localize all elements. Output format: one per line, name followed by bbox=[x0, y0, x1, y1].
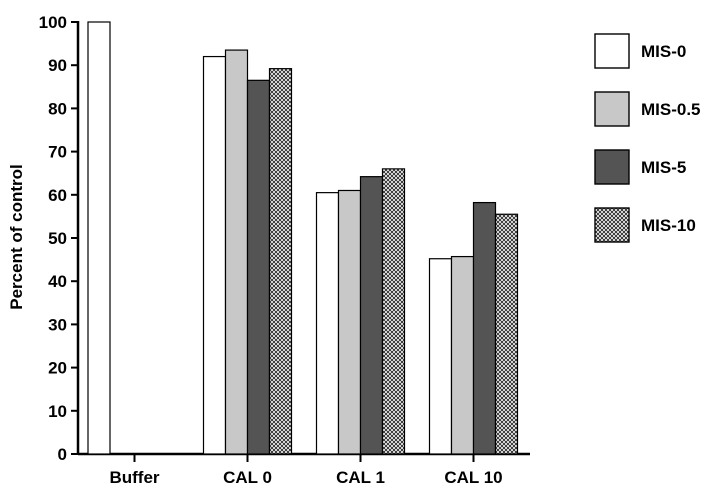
legend: MIS-0 MIS-0.5 MIS-5 MIS-10 bbox=[594, 33, 701, 243]
y-axis: 0 10 20 30 40 50 60 70 80 90 100 bbox=[39, 13, 80, 464]
bar-mis-10-cal-0 bbox=[268, 68, 293, 455]
bar-mis-10-cal-10 bbox=[494, 213, 519, 455]
x-tick-label: CAL 0 bbox=[223, 468, 272, 487]
x-axis: Buffer CAL 0 CAL 1 CAL 10 bbox=[78, 452, 530, 487]
bar-mis-0-buffer bbox=[87, 21, 111, 455]
y-tick-label: 40 bbox=[48, 272, 67, 291]
bar-mis-5-cal-0 bbox=[246, 79, 271, 455]
y-axis-title: Percent of control bbox=[7, 164, 26, 309]
bar-mis-10-cal-1 bbox=[381, 168, 406, 455]
bar-mis-0-cal-1 bbox=[315, 192, 340, 455]
legend-label: MIS-0.5 bbox=[641, 100, 701, 119]
legend-label: MIS-10 bbox=[641, 216, 696, 235]
y-tick-label: 10 bbox=[48, 402, 67, 421]
bar-mis-0-5-cal-0 bbox=[224, 49, 249, 455]
x-tick-label: Buffer bbox=[109, 468, 159, 487]
y-tick-label: 50 bbox=[48, 229, 67, 248]
y-tick-label: 80 bbox=[48, 99, 67, 118]
y-tick-label: 0 bbox=[58, 445, 67, 464]
legend-swatch bbox=[594, 207, 630, 243]
bar-mis-0-cal-0 bbox=[202, 55, 227, 455]
x-tick-label: CAL 1 bbox=[336, 468, 385, 487]
y-tick-label: 100 bbox=[39, 13, 67, 32]
legend-swatch bbox=[594, 149, 630, 185]
bar-mis-0-cal-10 bbox=[428, 258, 453, 455]
y-tick-label: 90 bbox=[48, 56, 67, 75]
y-tick-label: 60 bbox=[48, 186, 67, 205]
bars bbox=[87, 21, 519, 455]
bar-mis-5-cal-10 bbox=[472, 201, 497, 455]
legend-label: MIS-5 bbox=[641, 158, 686, 177]
legend-swatch bbox=[594, 33, 630, 69]
x-tick-label: CAL 10 bbox=[444, 468, 502, 487]
y-tick-label: 70 bbox=[48, 143, 67, 162]
y-tick-label: 20 bbox=[48, 359, 67, 378]
legend-label: MIS-0 bbox=[641, 42, 686, 61]
legend-swatch bbox=[594, 91, 630, 127]
bar-mis-0-5-cal-10 bbox=[450, 255, 475, 455]
bar-mis-0-5-cal-1 bbox=[337, 189, 362, 455]
y-tick-label: 30 bbox=[48, 315, 67, 334]
bar-mis-5-cal-1 bbox=[359, 176, 384, 455]
